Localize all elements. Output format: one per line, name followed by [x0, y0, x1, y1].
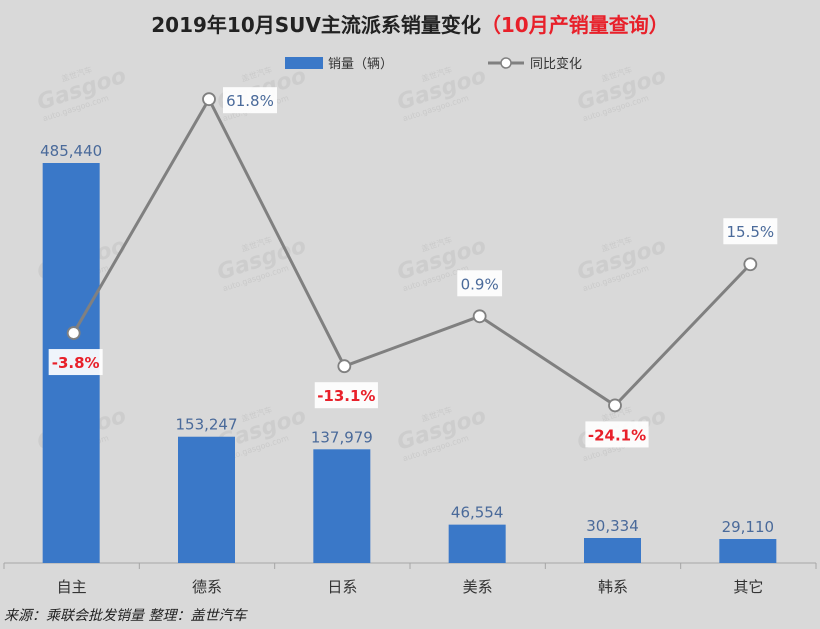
yoy-value-label: -13.1% [317, 387, 375, 405]
bar-value-label: 46,554 [451, 504, 504, 522]
yoy-label-box [223, 87, 277, 114]
x-tick-label: 其它 [733, 578, 763, 596]
x-tick-label: 美系 [463, 578, 493, 596]
legend-bar-label: 销量（辆） [328, 57, 393, 72]
yoy-point[interactable] [743, 257, 758, 272]
chart-title-link[interactable]: （10月产销量查询） [481, 13, 669, 37]
bar-value-label: 137,979 [311, 428, 373, 446]
bar[interactable] [448, 524, 506, 563]
yoy-value-label: 15.5% [727, 223, 775, 241]
yoy-point[interactable] [66, 326, 81, 340]
bar[interactable] [178, 436, 235, 563]
yoy-label-box [457, 270, 503, 297]
chart-title: 2019年10月SUV主流派系销量变化 [151, 13, 481, 37]
yoy-label-box [48, 349, 103, 376]
legend-line-marker [500, 57, 512, 69]
yoy-point[interactable] [472, 309, 487, 324]
yoy-value-label: 0.9% [461, 275, 499, 293]
bar-value-label: 153,247 [175, 416, 237, 434]
bar[interactable] [584, 538, 641, 563]
legend-line-label: 同比变化 [530, 56, 582, 72]
yoy-label-box [723, 218, 778, 245]
bar-value-label: 29,110 [722, 518, 775, 536]
yoy-value-label: -24.1% [588, 426, 646, 444]
source-note: 来源：乘联会批发销量 整理：盖世汽车 [4, 608, 248, 624]
yoy-label-box [585, 421, 649, 448]
yoy-value-label: 61.8% [226, 92, 274, 110]
yoy-label-box [314, 382, 378, 409]
yoy-value-label: -3.8% [52, 354, 100, 372]
x-tick-label: 日系 [327, 578, 357, 596]
yoy-line [72, 96, 752, 408]
bar-value-label: 30,334 [586, 517, 639, 535]
x-tick-label: 韩系 [598, 578, 628, 596]
line-series: -3.8% 61.8% -13.1% 0.9% -24.1% 15.5% [48, 87, 778, 448]
yoy-point[interactable] [608, 398, 622, 413]
yoy-point[interactable] [202, 92, 216, 107]
bar[interactable] [719, 539, 777, 563]
x-tick-label: 自主 [57, 578, 87, 596]
x-axis-ticks: 自主 德系 日系 美系 韩系 其它 [3, 563, 817, 596]
chart-title-group: 2019年10月SUV主流派系销量变化（10月产销量查询） [151, 13, 668, 37]
x-tick-label: 德系 [192, 578, 222, 596]
bar-value-label: 485,440 [40, 142, 102, 160]
bar[interactable] [313, 449, 371, 563]
legend-bar-swatch [285, 57, 323, 69]
yoy-point[interactable] [337, 359, 352, 374]
legend: 销量（辆） 同比变化 [285, 56, 582, 72]
